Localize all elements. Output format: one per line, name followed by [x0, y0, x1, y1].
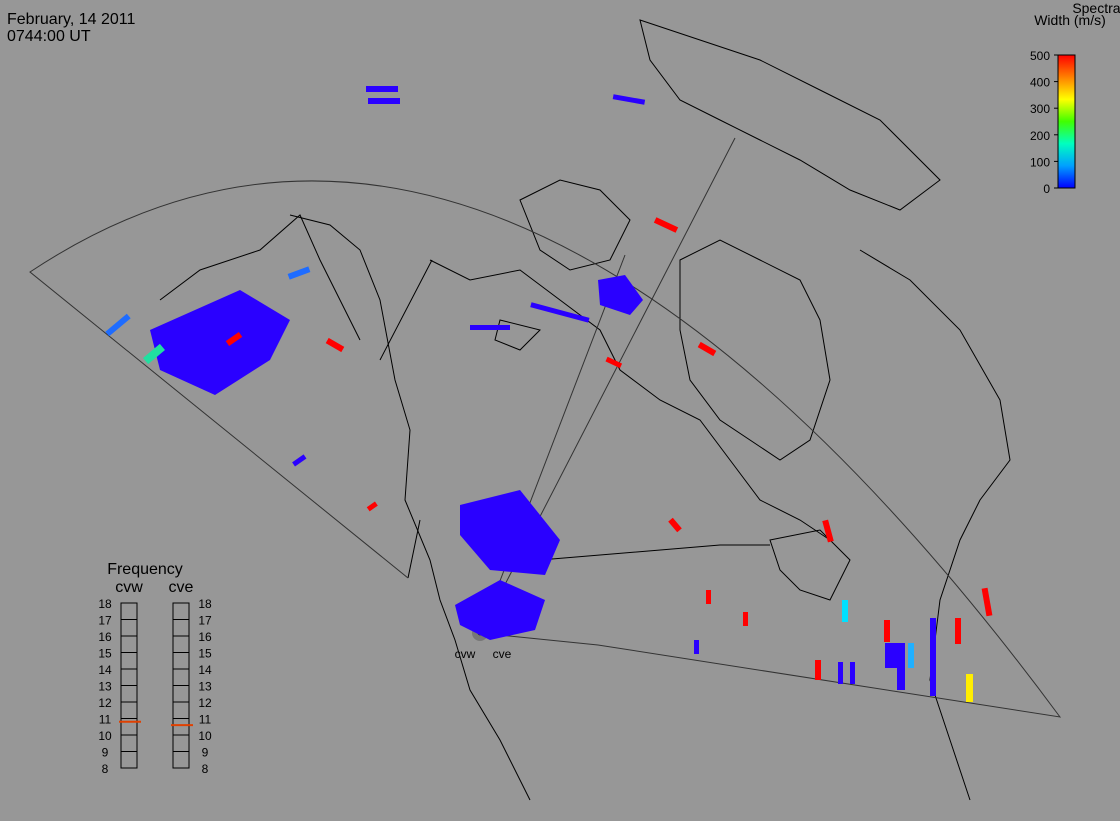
frequency-tick-label: 18 — [98, 597, 112, 611]
frequency-tick-label: 17 — [198, 614, 212, 628]
colorbar-tick-label: 0 — [1043, 182, 1050, 196]
colorbar — [1057, 54, 1076, 189]
colorbar-tick-label: 500 — [1030, 49, 1050, 63]
date: February, 14 2011 — [7, 11, 135, 28]
colorbar-tick-label: 100 — [1030, 155, 1050, 169]
frequency-tick-label: 10 — [198, 729, 212, 743]
frequency-tick-label: 15 — [98, 647, 112, 661]
time: 0744:00 UT — [7, 28, 91, 45]
frequency-tick-label: 10 — [98, 729, 112, 743]
frequency-tick-label: 8 — [102, 762, 109, 776]
coastlines — [159, 19, 1011, 801]
frequency-tick-label: 12 — [98, 696, 112, 710]
frequency-tick-label: 9 — [202, 746, 209, 760]
frequency-tick-label: 14 — [98, 663, 112, 677]
frequency-tick-label: 13 — [198, 680, 212, 694]
colorbar-tick-label: 400 — [1030, 76, 1050, 90]
frequency-title: Frequency — [107, 561, 183, 578]
frequency-tick-label: 18 — [198, 597, 212, 611]
frequency-tick-label: 8 — [202, 762, 209, 776]
colorbar-title: Spectral — [1072, 0, 1120, 16]
frequency-tick-label: 16 — [198, 630, 212, 644]
frequency-tick-label: 12 — [198, 696, 212, 710]
frequency-tick-label: 16 — [98, 630, 112, 644]
radar-name: cve — [169, 579, 194, 596]
backscatter — [105, 86, 993, 702]
frequency-tick-label: 9 — [102, 746, 109, 760]
frequency-tick-label: 15 — [198, 647, 212, 661]
colorbar-title: Width (m/s) — [1034, 12, 1106, 28]
frequency-tick-label: 14 — [198, 663, 212, 677]
frequency-tick-label: 17 — [98, 614, 112, 628]
radar-label: cve — [493, 647, 512, 661]
radar-name: cvw — [115, 579, 143, 596]
frequency-tick-label: 13 — [98, 680, 112, 694]
radar-label: cvw — [455, 647, 476, 661]
frequency-tick-label: 11 — [99, 713, 112, 727]
colorbar-tick-label: 300 — [1030, 102, 1050, 116]
frequency-tick-label: 11 — [199, 713, 212, 727]
colorbar-tick-label: 200 — [1030, 129, 1050, 143]
